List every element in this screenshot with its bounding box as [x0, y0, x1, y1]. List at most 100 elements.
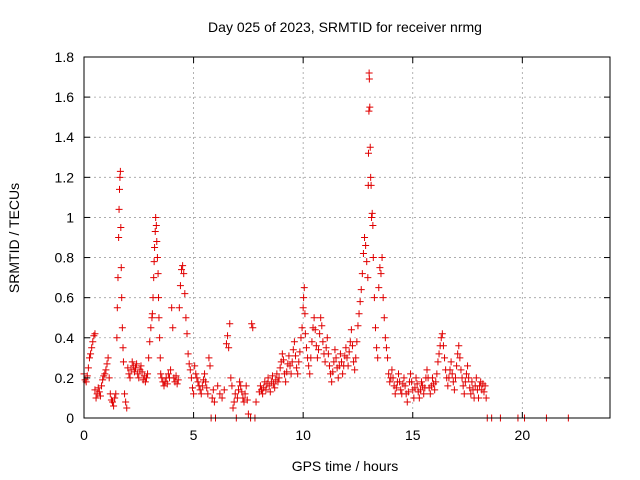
data-point [114, 274, 122, 282]
data-point [391, 390, 399, 398]
data-point [108, 398, 116, 406]
data-point [344, 362, 352, 370]
data-point [204, 390, 212, 398]
data-point [346, 338, 354, 346]
data-point [347, 326, 355, 334]
data-point [115, 205, 123, 213]
data-point [278, 350, 286, 358]
data-point [318, 322, 326, 330]
data-point [145, 354, 153, 362]
data-point [273, 370, 281, 378]
data-point [98, 382, 106, 390]
data-point [407, 370, 415, 378]
data-point [155, 294, 163, 302]
data-point [334, 374, 342, 382]
data-point [458, 374, 466, 382]
data-point [362, 242, 370, 250]
data-point [433, 370, 441, 378]
data-point [330, 358, 338, 366]
data-point [154, 270, 162, 278]
data-point [141, 378, 149, 386]
data-point [482, 394, 490, 402]
data-point [85, 354, 93, 362]
data-point [190, 390, 198, 398]
data-point [375, 284, 383, 292]
data-point [428, 374, 436, 382]
data-point [191, 362, 199, 370]
data-point [329, 368, 337, 376]
data-point [186, 366, 194, 374]
y-tick-label: 1.6 [55, 89, 75, 105]
data-point [381, 334, 389, 342]
data-point [298, 324, 306, 332]
data-point [423, 366, 431, 374]
x-tick-label: 15 [405, 427, 421, 443]
data-point [182, 314, 190, 322]
data-point [426, 390, 434, 398]
data-point [369, 221, 377, 229]
data-point [117, 264, 125, 272]
data-point [220, 386, 228, 394]
data-point [180, 270, 188, 278]
data-point [376, 264, 384, 272]
data-point [96, 392, 104, 400]
data-point [236, 378, 244, 386]
data-point [438, 330, 446, 338]
data-point [367, 181, 375, 189]
data-point [216, 390, 224, 398]
data-point [377, 270, 385, 278]
y-tick-label: 1.8 [55, 49, 75, 65]
data-point [174, 376, 182, 384]
data-point [462, 370, 470, 378]
data-point [411, 384, 419, 392]
data-point [332, 354, 340, 362]
chart-title: Day 025 of 2023, SRMTID for receiver nrm… [208, 19, 482, 35]
data-point [355, 310, 363, 318]
data-point [291, 352, 299, 360]
data-point [87, 350, 95, 358]
data-point [117, 223, 125, 231]
data-point [282, 378, 290, 386]
data-point [338, 358, 346, 366]
data-point [378, 254, 386, 262]
data-point [259, 390, 267, 398]
data-point [242, 382, 250, 390]
data-point [313, 354, 321, 362]
data-point [465, 374, 473, 382]
data-point [153, 254, 161, 262]
data-point [210, 398, 218, 406]
data-point [128, 358, 136, 366]
data-point [167, 366, 175, 374]
data-point [118, 294, 126, 302]
y-tick-label: 0 [66, 410, 74, 426]
data-point [418, 378, 426, 386]
data-point [99, 376, 107, 384]
data-point [146, 338, 154, 346]
data-point [450, 386, 458, 394]
data-point [374, 354, 382, 362]
data-point [296, 348, 304, 356]
data-point [404, 388, 412, 396]
data-point [179, 262, 187, 270]
data-point [468, 378, 476, 386]
data-point [439, 342, 447, 350]
data-point [181, 290, 189, 298]
data-point [92, 394, 100, 402]
data-point [364, 149, 372, 157]
data-point [441, 354, 449, 362]
data-point [307, 354, 315, 362]
data-point [353, 338, 361, 346]
data-point [367, 173, 375, 181]
data-point [455, 342, 463, 350]
data-point [435, 350, 443, 358]
data-point [163, 380, 171, 388]
data-point [152, 221, 160, 229]
data-point [150, 258, 158, 266]
data-point [322, 344, 330, 352]
data-point [243, 396, 251, 404]
data-point [308, 338, 316, 346]
data-point [122, 398, 130, 406]
data-point [169, 324, 177, 332]
data-point [150, 274, 158, 282]
data-point [105, 374, 113, 382]
